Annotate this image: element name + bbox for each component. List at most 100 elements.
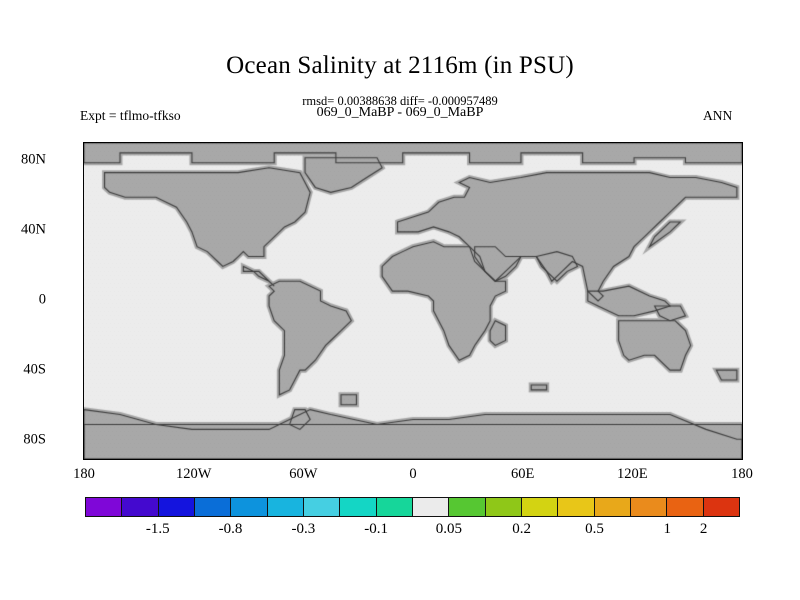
x-axis-tick [669,459,670,460]
x-axis-tick [249,459,250,460]
y-axis-tick [83,424,84,425]
x-axis-tick [523,142,524,143]
colorbar-cell-8 [376,498,413,516]
y-axis-tick [83,161,84,162]
y-axis-tick [742,283,743,284]
y-axis-tick [83,231,84,232]
x-axis-tick [285,142,286,143]
x-axis-tick [541,459,542,460]
colorbar-cell-16 [667,498,704,516]
x-axis-tick [559,142,560,143]
x-axis-tick [742,459,743,460]
x-axis-tick [249,142,250,143]
colorbar-tick-label: 0.05 [435,521,462,537]
colorbar-cell-3 [194,498,232,516]
x-axis-tick [194,142,195,143]
x-axis-tick [212,142,213,143]
colorbar-cell-1 [122,498,159,516]
x-axis-label: 180 [731,466,753,482]
colorbar-tick-label: 2 [699,521,708,537]
x-axis-tick [157,142,158,143]
y-axis-tick [742,354,743,355]
x-axis-label: 180 [73,466,95,482]
x-axis-tick [139,459,140,460]
colorbar-tick-label: -0.1 [364,521,388,537]
y-axis-tick [83,283,84,284]
y-axis-tick [742,196,743,197]
y-axis-tick [83,319,84,320]
x-axis-tick [413,459,414,460]
x-axis-label: 60W [289,466,318,482]
y-axis-tick [742,231,743,232]
colorbar-tick-label: -0.8 [218,521,243,537]
y-axis-label: 40S [23,361,46,378]
colorbar-cell-13 [558,498,595,516]
x-axis-tick [358,142,359,143]
x-axis-tick [523,459,524,460]
x-axis-tick [669,142,670,143]
x-axis-tick [596,142,597,143]
x-axis-tick [632,142,633,143]
y-axis-tick [742,336,743,337]
y-axis-tick [83,371,84,372]
season-label: ANN [703,108,733,123]
y-axis-tick [83,248,84,249]
y-axis-tick [742,178,743,179]
x-axis-tick [431,459,432,460]
x-axis-label: 120W [175,466,212,482]
colorbar-cell-4 [231,498,268,516]
x-axis-tick [230,459,231,460]
x-axis-tick [431,142,432,143]
x-axis-tick [632,459,633,460]
map-raster [84,143,742,459]
x-axis-tick [157,459,158,460]
x-axis-label: 120E [617,466,648,482]
y-axis-tick [83,301,84,302]
y-axis-tick [742,301,743,302]
x-axis-tick [578,459,579,460]
x-axis-tick [175,142,176,143]
case-comparison-label: 069_0_MaBP - 069_0_MaBP [316,105,484,120]
colorbar-cell-11 [485,498,522,516]
colorbar-tick-label: 0.2 [512,521,532,537]
y-axis-tick [742,424,743,425]
x-axis-tick [395,459,396,460]
y-axis-tick [83,213,84,214]
y-axis-tick [742,406,743,407]
y-axis-tick [742,319,743,320]
x-axis-tick [687,142,688,143]
page-title: Ocean Salinity at 2116m (in PSU) [226,52,574,79]
y-axis-tick [83,459,84,460]
x-axis-tick [504,459,505,460]
x-axis-tick [651,459,652,460]
x-axis-tick [486,142,487,143]
colorbar-cell-10 [449,498,486,516]
y-axis-tick [742,248,743,249]
x-axis-tick [175,459,176,460]
y-axis-label: 80N [21,151,46,168]
x-axis-tick [340,459,341,460]
colorbar-cells [85,497,740,517]
x-axis-tick [450,459,451,460]
y-axis-tick [83,389,84,390]
x-axis-tick [486,459,487,460]
x-axis-tick [285,459,286,460]
y-axis-tick [83,266,84,267]
colorbar-tick-label: -1.5 [145,521,170,537]
x-axis-tick [340,142,341,143]
x-axis-tick [212,459,213,460]
y-axis-tick [742,371,743,372]
y-axis-tick [742,459,743,460]
x-axis-tick [303,459,304,460]
colorbar-cell-0 [86,498,123,516]
colorbar-cell-5 [267,498,304,516]
colorbar-cell-17 [703,498,739,516]
colorbar-cell-12 [521,498,559,516]
y-axis-tick [83,354,84,355]
x-axis-tick [596,459,597,460]
colorbar-tick-label: 0.5 [585,521,604,537]
x-axis-tick [267,142,268,143]
colorbar-cell-15 [630,498,668,516]
x-axis-tick [230,142,231,143]
